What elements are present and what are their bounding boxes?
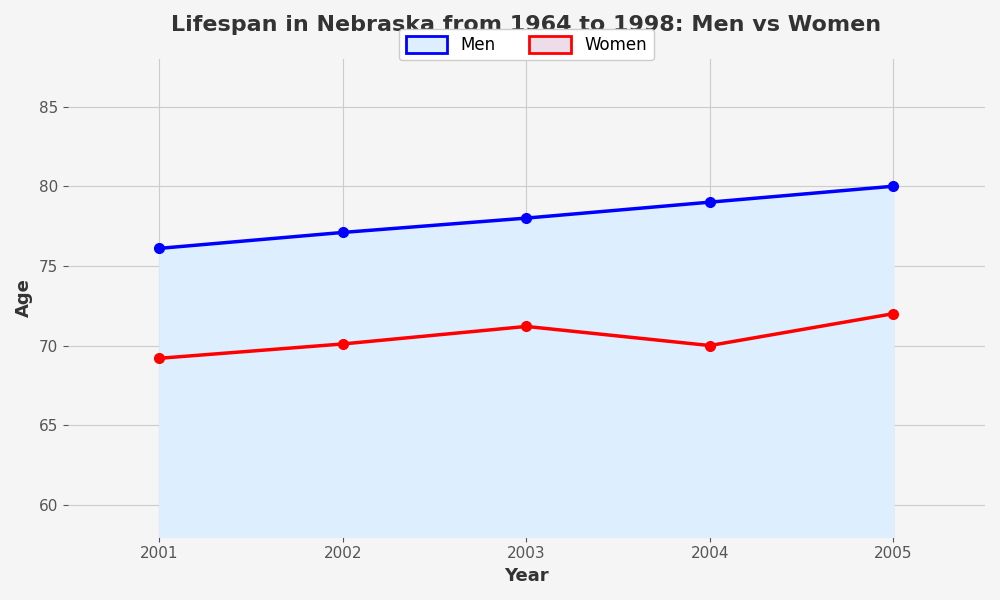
X-axis label: Year: Year [504, 567, 549, 585]
Y-axis label: Age: Age [15, 278, 33, 317]
Title: Lifespan in Nebraska from 1964 to 1998: Men vs Women: Lifespan in Nebraska from 1964 to 1998: … [171, 15, 881, 35]
Legend: Men, Women: Men, Women [399, 29, 654, 61]
